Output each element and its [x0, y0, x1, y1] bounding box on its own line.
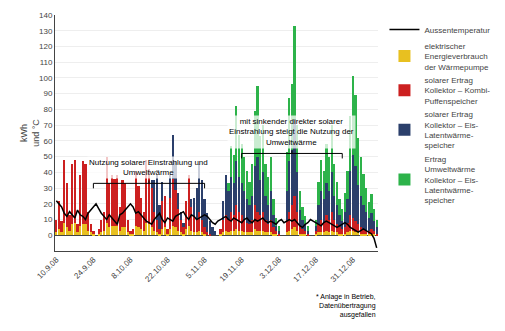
svg-text:5.11.08: 5.11.08	[184, 255, 209, 280]
svg-text:solarer ErtragKollektor – Komb: solarer ErtragKollektor – Kombi-Puffensp…	[424, 76, 490, 106]
svg-text:30: 30	[43, 184, 52, 193]
svg-text:31.12.08: 31.12.08	[329, 255, 358, 284]
svg-text:50: 50	[43, 152, 52, 161]
svg-text:120: 120	[39, 42, 53, 51]
svg-text:40: 40	[43, 168, 52, 177]
svg-text:70: 70	[43, 121, 52, 130]
svg-text:10.9.08: 10.9.08	[35, 255, 61, 281]
svg-text:80: 80	[43, 105, 52, 114]
svg-text:90: 90	[43, 89, 52, 98]
svg-text:kWhund °C: kWhund °C	[19, 119, 41, 147]
svg-text:8.10.08: 8.10.08	[109, 255, 135, 281]
svg-text:17.12.08: 17.12.08	[292, 255, 321, 284]
svg-text:10: 10	[43, 215, 52, 224]
svg-text:Nutzung solarer Einstrahlung u: Nutzung solarer Einstrahlung undUmweltwä…	[89, 158, 208, 177]
svg-text:60: 60	[43, 137, 52, 146]
svg-text:140: 140	[39, 11, 53, 20]
svg-text:24.9.08: 24.9.08	[72, 255, 98, 281]
svg-text:solarer ErtragKollektor – Eis-: solarer ErtragKollektor – Eis-Latentwärm…	[424, 110, 478, 150]
svg-text:0: 0	[48, 231, 53, 240]
svg-text:ErtragUmweltwärmeKollektor – E: ErtragUmweltwärmeKollektor – Eis-Latentw…	[424, 155, 478, 206]
svg-text:20: 20	[43, 200, 52, 209]
svg-text:elektrischerEnergieverbrauchde: elektrischerEnergieverbrauchder Wärmepum…	[424, 42, 489, 72]
svg-text:Aussentemperatur: Aussentemperatur	[424, 26, 490, 35]
svg-text:3.12.08: 3.12.08	[258, 255, 284, 281]
svg-text:110: 110	[40, 58, 53, 67]
svg-text:130: 130	[39, 27, 53, 36]
svg-text:mit sinkender direkter solarer: mit sinkender direkter solarerEinstrahlu…	[229, 117, 354, 147]
svg-text:22.10.08: 22.10.08	[143, 255, 172, 284]
svg-text:100: 100	[39, 74, 53, 83]
svg-text:19.11.08: 19.11.08	[218, 255, 246, 283]
svg-text:* Anlage in Betrieb,Datenübert: * Anlage in Betrieb,Datenübertragungausg…	[316, 293, 376, 319]
